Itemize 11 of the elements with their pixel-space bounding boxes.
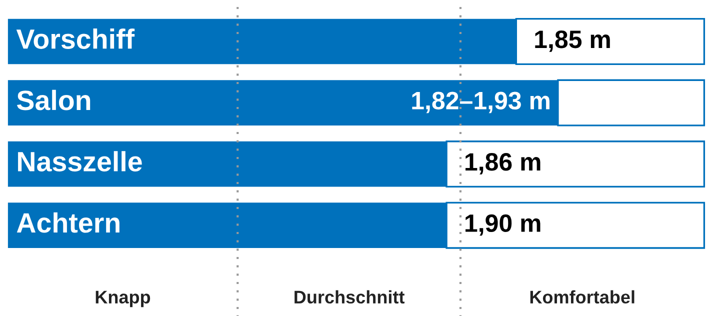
text: 1,82–1,93 m [412,92,550,114]
y-tick-label: Vorschiff [16,28,135,49]
annotation: Durchschnitt [294,290,405,304]
text: 1,86 m [466,153,540,174]
text: 1,90 m [466,214,540,236]
annotation: Komfortabel [530,290,634,304]
y-tick-label: Achtern [16,212,120,233]
annotation: Knapp [96,290,150,308]
y-tick-label: Salon [16,90,90,110]
text: 1,85 m [535,30,610,52]
y-tick-label: Nasszelle [18,151,142,172]
